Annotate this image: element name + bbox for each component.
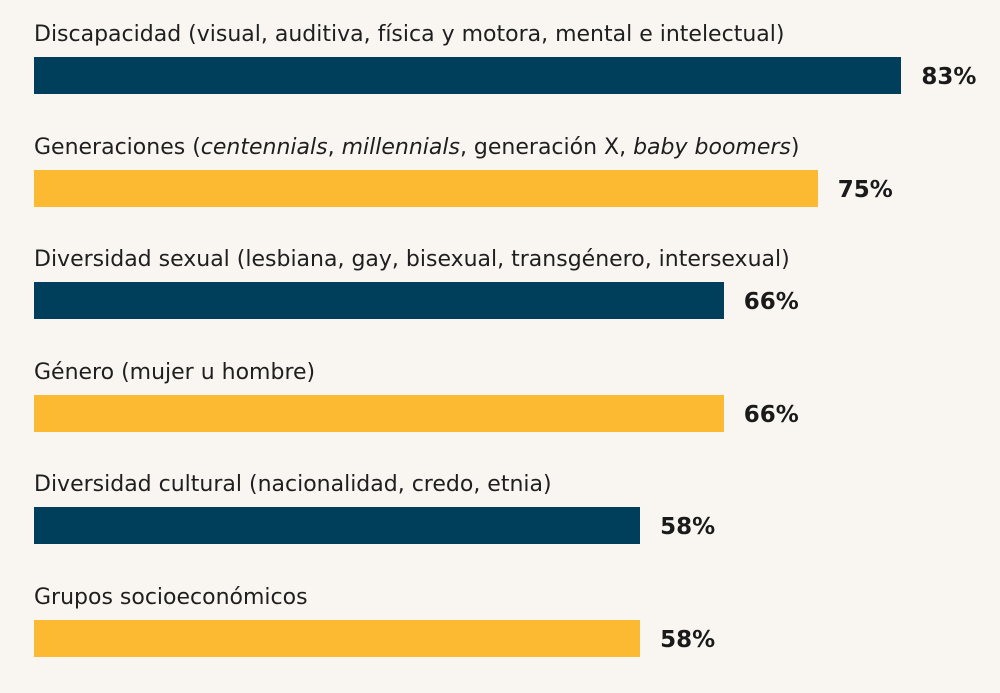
value-label: 83% [921, 64, 977, 90]
chart-row: Género (mujer u hombre) 66% [0, 358, 1000, 468]
value-label: 58% [660, 514, 716, 540]
category-label-part: Grupos socioeconómicos [34, 584, 308, 610]
category-label-part: Generaciones ( [34, 134, 201, 160]
category-label-part: Diversidad sexual (lesbiana, gay, bisexu… [34, 247, 790, 272]
category-label: Grupos socioeconómicos [34, 583, 308, 613]
category-label-italic-part: baby boomers [633, 134, 791, 160]
bar [34, 507, 641, 544]
value-label: 66% [743, 289, 799, 315]
category-label-italic-part: millennials [341, 134, 460, 160]
chart-row: Grupos socioeconómicos 58% [0, 583, 1000, 693]
bar [34, 282, 724, 319]
bar [34, 394, 724, 432]
chart-row: Discapacidad (visual, auditiva, física y… [0, 20, 1000, 130]
category-label: Género (mujer u hombre) [34, 358, 315, 388]
category-label-part: , generación X, [459, 134, 634, 160]
chart-row: Generaciones (centennials, millennials, … [0, 133, 1000, 243]
category-label-part: Género (mujer u hombre) [34, 359, 316, 385]
category-label-part: ) [790, 134, 800, 160]
category-label-part: Discapacidad (visual, auditiva, física y… [34, 22, 785, 47]
category-label: Diversidad cultural (nacionalidad, credo… [34, 470, 552, 500]
category-label-italic-part: centennials [200, 134, 328, 160]
value-label: 75% [837, 176, 893, 203]
category-label-part: Diversidad cultural (nacionalidad, credo… [34, 472, 552, 497]
category-label-part: , [327, 134, 342, 160]
value-label: 66% [743, 401, 799, 428]
value-label: 58% [660, 626, 716, 653]
bar [34, 57, 902, 94]
category-label: Diversidad sexual (lesbiana, gay, bisexu… [34, 245, 790, 275]
bar [34, 619, 641, 657]
bar [34, 169, 818, 207]
category-label: Discapacidad (visual, auditiva, física y… [34, 20, 784, 50]
chart-row: Diversidad sexual (lesbiana, gay, bisexu… [0, 245, 1000, 355]
category-label: Generaciones (centennials, millennials, … [34, 133, 799, 163]
chart-row: Diversidad cultural (nacionalidad, credo… [0, 470, 1000, 580]
